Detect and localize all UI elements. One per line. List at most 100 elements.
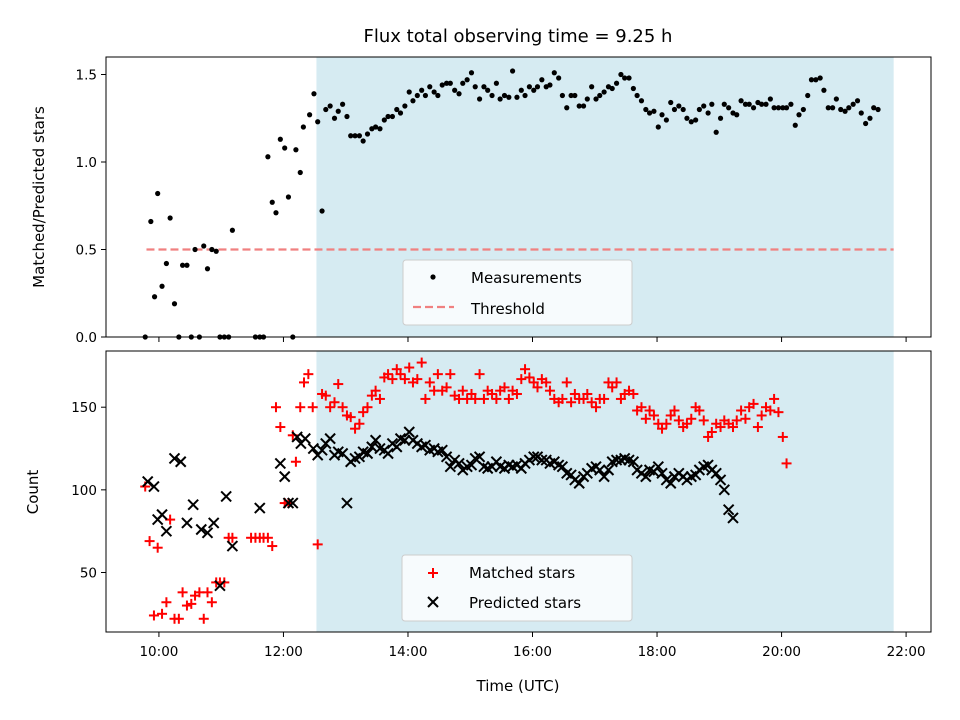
- predicted-star-point: [208, 517, 220, 529]
- measurement-point: [402, 103, 408, 109]
- matched-star-point: [561, 377, 572, 388]
- measurement-point: [506, 94, 512, 100]
- predicted-star-point: [594, 464, 606, 476]
- measurement-point: [427, 84, 433, 90]
- matched-star-point: [773, 407, 784, 418]
- measurement-point: [526, 84, 532, 90]
- matched-star-point: [644, 405, 655, 416]
- measurement-point: [738, 98, 744, 104]
- matched-star-point: [206, 597, 217, 608]
- measurement-point: [696, 106, 702, 113]
- matched-star-point: [611, 377, 622, 388]
- matched-star-point: [295, 402, 306, 413]
- matched-star-point: [181, 600, 192, 611]
- predicted-star-point: [168, 452, 181, 465]
- measurement-point: [867, 115, 873, 121]
- matched-star-point: [657, 423, 668, 434]
- matched-star-point: [177, 587, 188, 598]
- predicted-star-point: [361, 447, 374, 460]
- measurement-point: [389, 113, 396, 120]
- matched-star-point: [569, 388, 580, 399]
- matched-star-point: [457, 385, 468, 396]
- measurement-point: [655, 124, 661, 130]
- predicted-star-point: [399, 434, 411, 446]
- measurement-point: [300, 124, 306, 130]
- predicted-star-point: [201, 527, 214, 539]
- measurement-point: [381, 117, 387, 123]
- predicted-star-point: [718, 484, 730, 496]
- measurement-point: [572, 92, 578, 99]
- measurement-point: [838, 106, 844, 113]
- measurement-point: [394, 106, 400, 113]
- predicted-star-point: [369, 434, 382, 446]
- predicted-star-point: [528, 451, 540, 463]
- measurement-point: [377, 126, 383, 132]
- predicted-star-point: [195, 523, 207, 536]
- measurement-point: [327, 103, 333, 109]
- predicted-star-point: [287, 497, 299, 509]
- predicted-star-point: [536, 454, 548, 466]
- measurement-point: [148, 218, 154, 225]
- measurement-point: [792, 122, 798, 128]
- measurement-point: [780, 105, 786, 111]
- measurement-point: [659, 112, 665, 118]
- matched-star-point: [781, 458, 792, 469]
- matched-star-point: [383, 369, 394, 380]
- x-tick-label: 18:00: [638, 644, 677, 660]
- measurement-point: [422, 92, 429, 99]
- measurement-point: [209, 246, 215, 253]
- measurement-point: [850, 101, 856, 107]
- measurement-point: [742, 101, 749, 107]
- measurement-point: [713, 129, 719, 135]
- predicted-star-point: [403, 426, 415, 438]
- matched-star-point: [591, 402, 602, 413]
- matched-star-point: [728, 422, 738, 433]
- measurement-point: [788, 101, 794, 107]
- measurement-point: [693, 117, 699, 123]
- measurement-point: [663, 117, 669, 123]
- predicted-star-point: [444, 460, 457, 473]
- measurement-point: [671, 106, 678, 113]
- measurement-point: [348, 133, 354, 139]
- measurement-point: [476, 96, 483, 102]
- matched-star-point: [370, 385, 381, 396]
- matched-star-point: [544, 385, 555, 396]
- predicted-star-point: [156, 508, 168, 521]
- matched-star-point: [541, 377, 552, 388]
- matched-star-point: [557, 393, 568, 404]
- measurement-point: [265, 154, 271, 160]
- measurement-point: [651, 108, 657, 114]
- legend-predicted-marker: [427, 596, 439, 608]
- measurement-point: [746, 101, 752, 107]
- measurement-point: [813, 77, 819, 83]
- measurement-point: [373, 124, 379, 130]
- predicted-star-point: [307, 442, 320, 455]
- matched-star-point: [607, 382, 618, 393]
- measurement-point: [643, 106, 649, 113]
- predicted-star-point: [278, 470, 291, 483]
- measurement-point: [204, 266, 211, 272]
- legend-predicted-label: Predicted stars: [469, 594, 581, 612]
- matched-star-point: [290, 456, 301, 467]
- y-tick-label: 1.5: [76, 68, 97, 84]
- matched-star-point: [416, 357, 427, 368]
- bottom-x-ticks: 10:00 12:00 14:00 16:00 18:00 20:00 22:00: [139, 632, 926, 660]
- matched-star-point: [503, 393, 514, 404]
- measurement-point: [534, 84, 541, 90]
- measurement-point: [717, 115, 724, 121]
- predicted-star-point: [665, 477, 677, 489]
- y-tick-label: 1.0: [76, 155, 97, 171]
- bottom-legend-box: [401, 554, 633, 622]
- matched-star-point: [731, 415, 742, 426]
- measurement-point: [344, 113, 350, 120]
- matched-star-point: [173, 613, 184, 624]
- measurement-point: [201, 243, 207, 249]
- matched-star-point: [694, 405, 705, 416]
- x-axis-label: Time (UTC): [476, 677, 560, 695]
- x-tick-label: 12:00: [264, 644, 303, 660]
- measurement-point: [580, 103, 587, 109]
- measurement-point: [597, 92, 603, 99]
- matched-star-point: [524, 372, 535, 383]
- predicted-star-point: [324, 432, 336, 445]
- measurement-point: [589, 84, 595, 90]
